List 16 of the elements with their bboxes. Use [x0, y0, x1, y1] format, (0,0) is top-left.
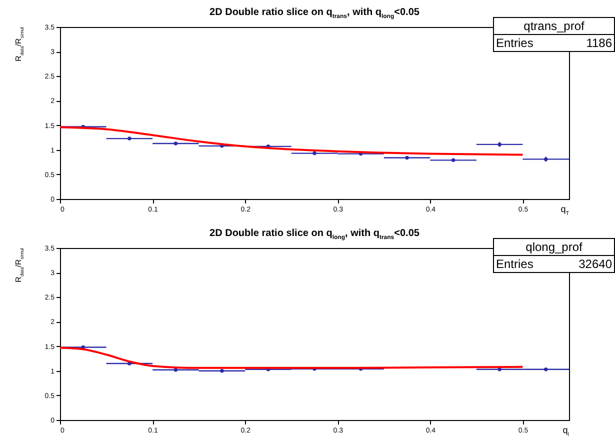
annotation: Entries — [496, 36, 534, 50]
chart-title: 2D Double ratio slice on q$_{long}$, with q$_{trans}$<0.05 — [208, 228, 420, 241]
line-series — [59, 126, 524, 156]
annotation: qlong_prof — [494, 239, 614, 256]
annotation: Entries — [496, 257, 534, 271]
annotation: qtrans_prof — [494, 18, 614, 35]
stats-box: qtrans_prof Entries 1186 — [493, 17, 615, 52]
point — [544, 368, 548, 372]
chart-title: 2D Double ratio slice on q$_{trans}$, with q$_{long}$<0.05 — [208, 7, 420, 20]
x-axis-title: q$_{T}$ — [560, 204, 569, 217]
point — [498, 368, 502, 372]
x-axis-title: q$_{l}$ — [562, 425, 569, 438]
point — [174, 368, 178, 372]
line-series — [59, 346, 524, 369]
stats-box: qlong_prof Entries 32640 — [493, 238, 615, 273]
point — [220, 368, 224, 373]
